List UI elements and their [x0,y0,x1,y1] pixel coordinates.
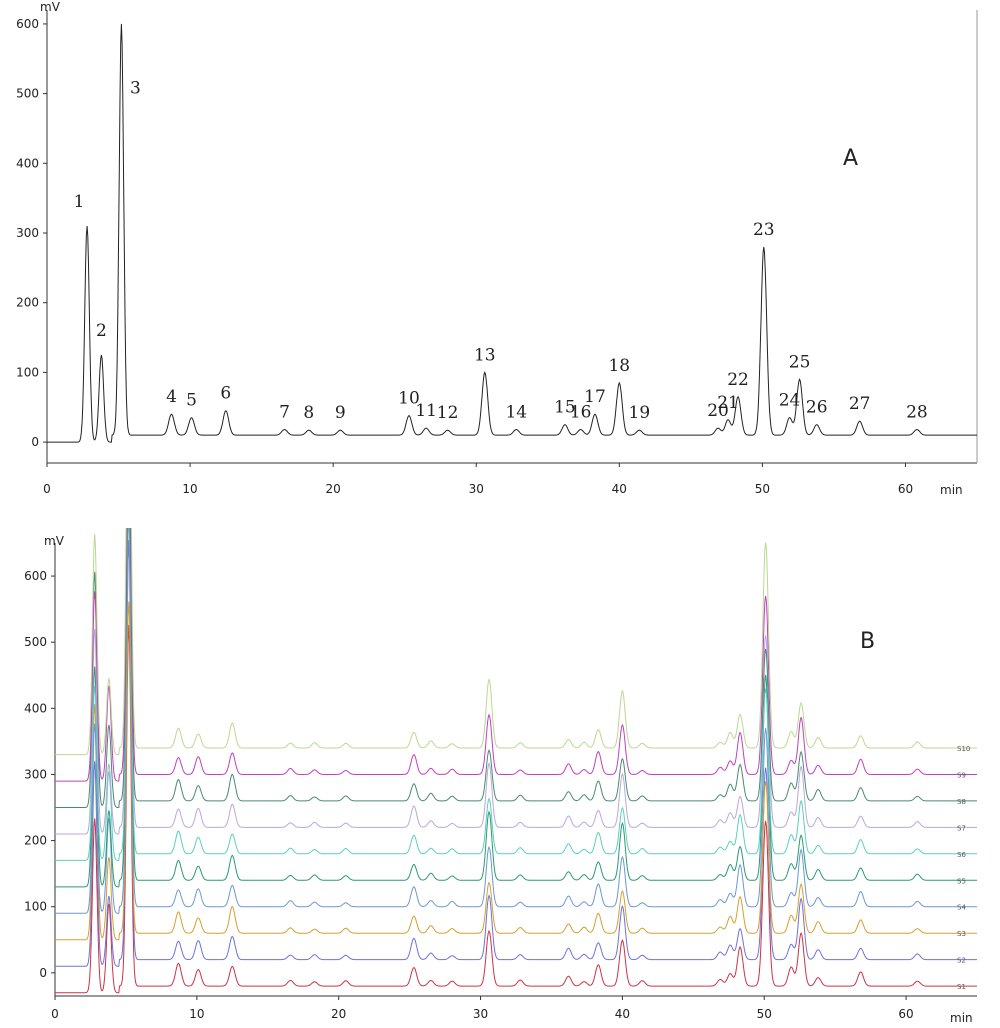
series-tag-s5: S5 [957,877,966,885]
panel-a-x-tick-label: 60 [898,482,913,496]
panel-b-y-title: mV [44,534,65,548]
panel-a-x-tick-label: 40 [612,482,627,496]
series-tag-s8: S8 [957,798,966,806]
peak-label-26: 26 [806,398,828,418]
series-trace-s8 [55,528,977,808]
panel-b-letter: B [860,629,875,654]
series-trace-s9 [55,528,977,782]
peak-label-17: 17 [584,387,606,407]
peak-label-23: 23 [753,220,775,240]
chromatogram-panel-b: 0 100 200 300 400 500 600 0 10 20 30 40 50 60 mV min… [24,528,977,1025]
peak-label-25: 25 [789,352,811,372]
panel-b-x-ticks: 0 10 20 30 40 50 60 [51,996,914,1021]
peak-label-20: 20 [707,401,729,421]
panel-a-x-tick-label: 10 [182,482,197,496]
series-tag-s2: S2 [957,957,966,965]
series-tag-s7: S7 [957,824,966,832]
panel-b-y-tick-label: 600 [24,569,47,583]
series-tag-s4: S4 [957,904,966,912]
peak-label-21: 21 [717,393,739,413]
panel-b-x-tick-label: 60 [898,1007,913,1021]
series-tag-s3: S3 [957,930,966,938]
panel-b-x-tick-label: 10 [189,1007,204,1021]
panel-a-letter: A [843,146,858,171]
panel-b-y-tick-label: 300 [24,767,47,781]
panel-b-y-tick-label: 100 [24,900,47,914]
panel-a-y-title: mV [40,0,61,14]
peak-label-8: 8 [303,403,314,423]
peak-label-11: 11 [415,401,437,421]
panel-b-x-tick-label: 50 [757,1007,772,1021]
panel-b-x-tick-label: 30 [473,1007,488,1021]
series-tag-s6: S6 [957,851,966,859]
peak-label-18: 18 [608,356,630,376]
panel-b-x-tick-label: 0 [51,1007,59,1021]
panel-b-y-tick-label: 200 [24,834,47,848]
panel-b-y-tick-label: 0 [39,966,47,980]
series-trace-s6 [55,528,977,861]
series-trace-s7 [55,528,977,835]
panel-a-x-title: min [940,483,963,497]
peak-label-19: 19 [629,403,651,423]
panel-b-frame [54,543,977,997]
panel-a-x-tick-label: 0 [43,482,51,496]
peak-label-3: 3 [130,79,141,99]
panel-a-y-tick-label: 600 [16,17,39,31]
peak-label-2: 2 [96,321,107,341]
panel-a-y-tick-label: 200 [16,296,39,310]
panel-a-y-tick-label: 400 [16,156,39,170]
series-tag-s9: S9 [957,771,966,779]
peak-label-22: 22 [727,370,749,390]
peak-label-14: 14 [505,403,527,423]
panel-a-trace [47,23,977,443]
panel-a-x-tick-label: 50 [755,482,770,496]
peak-label-24: 24 [779,391,801,411]
panel-a-x-tick-label: 30 [469,482,484,496]
panel-a-y-tick-label: 300 [16,226,39,240]
panel-b-traces [55,528,977,994]
series-trace-s2 [55,540,977,967]
series-tag-s1: S1 [957,983,966,991]
panel-a-x-ticks: 0 10 20 30 40 50 60 [43,463,913,496]
peak-label-1: 1 [74,192,85,212]
chromatogram-panel-a: 0 100 200 300 400 500 600 0 10 20 30 40 50 60 mV min… [16,0,978,497]
panel-a-y-ticks: 0 100 200 300 400 500 600 [16,17,47,449]
series-trace-s4 [55,528,977,914]
panel-a-y-tick-label: 500 [16,87,39,101]
series-trace-s1 [55,625,977,994]
peak-label-9: 9 [335,403,346,423]
peak-label-6: 6 [220,384,231,404]
series-trace-s3 [55,601,977,941]
panel-b-x-tick-label: 40 [615,1007,630,1021]
panel-b-y-ticks: 0 100 200 300 400 500 600 [24,569,55,980]
peak-label-5: 5 [186,391,197,411]
peak-label-7: 7 [279,403,290,423]
series-trace-s5 [55,528,977,888]
panel-b-x-tick-label: 20 [331,1007,346,1021]
peak-label-15: 15 [554,398,576,418]
panel-b-y-tick-label: 400 [24,701,47,715]
panel-b-x-title: min [950,1011,973,1025]
peak-label-10: 10 [398,389,420,409]
peak-label-16: 16 [570,403,592,423]
panel-a-x-tick-label: 20 [326,482,341,496]
series-tag-s10: S10 [957,745,970,753]
peak-label-13: 13 [474,345,496,365]
panel-a-frame [46,10,978,464]
panel-b-y-tick-label: 500 [24,635,47,649]
panel-b-series-tags: S1 S2 S3 S4 S5 S6 S7 S8 S9 S10 [957,745,970,991]
panel-a-y-tick-label: 100 [16,365,39,379]
panel-a-y-tick-label: 0 [31,435,39,449]
peak-label-28: 28 [906,403,928,423]
peak-label-12: 12 [437,403,459,423]
peak-label-27: 27 [849,394,871,414]
series-trace-s10 [55,528,977,756]
peak-label-4: 4 [166,387,177,407]
